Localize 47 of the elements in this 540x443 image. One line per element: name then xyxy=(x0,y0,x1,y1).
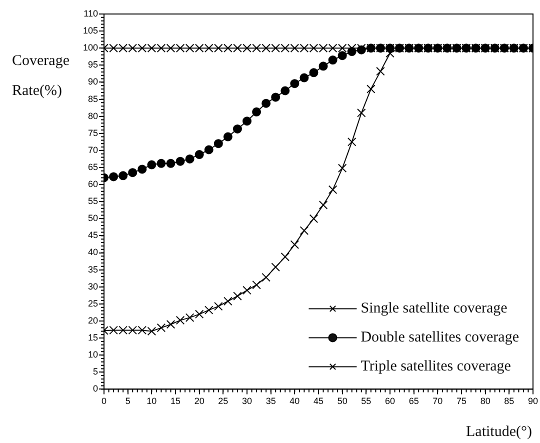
y-axis-title: Coverage Rate(%) xyxy=(12,52,70,101)
y-tick-label: 40 xyxy=(88,247,98,258)
x-tick-label: 10 xyxy=(146,396,157,406)
x-tick-label: 70 xyxy=(432,396,443,406)
y-tick-label: 100 xyxy=(82,42,98,53)
x-tick-label: 5 xyxy=(125,396,130,406)
y-tick-label: 60 xyxy=(88,179,98,190)
y-tick-label: 35 xyxy=(88,264,98,274)
legend-label: Triple satellites coverage xyxy=(360,358,512,375)
legend-label: Single satellite coverage xyxy=(360,300,508,317)
x-tick-label: 25 xyxy=(218,396,228,406)
y-tick-label: 85 xyxy=(88,94,98,104)
x-tick-label: 35 xyxy=(266,396,276,406)
x-tick-label: 40 xyxy=(290,396,300,406)
y-tick-label: 70 xyxy=(88,144,98,155)
y-tick-label: 110 xyxy=(84,8,98,18)
y-tick-label: 20 xyxy=(88,315,98,326)
x-tick-label: 65 xyxy=(408,396,419,406)
y-tick-label: 90 xyxy=(88,76,98,87)
x-tick-label: 75 xyxy=(456,396,467,406)
y-tick-label: 45 xyxy=(88,230,98,240)
x-tick-label: 50 xyxy=(337,396,348,406)
x-tick-label: 15 xyxy=(170,396,181,406)
x-tick-label: 20 xyxy=(194,396,204,406)
y-tick-label: 0 xyxy=(93,384,98,394)
x-tick-label: 80 xyxy=(480,396,490,406)
y-tick-label: 25 xyxy=(88,298,98,308)
y-tick-label: 105 xyxy=(82,26,98,36)
x-tick-label: 60 xyxy=(384,396,396,406)
x-tick-label: 0 xyxy=(102,396,107,406)
y-tick-label: 80 xyxy=(88,110,98,121)
x-tick-label: 45 xyxy=(314,396,324,406)
y-tick-label: 75 xyxy=(88,128,98,138)
legend-label: Double satellites coverage xyxy=(360,330,520,346)
y-tick-label: 50 xyxy=(88,213,98,224)
y-tick-label: 15 xyxy=(88,332,98,343)
y-tick-label: 10 xyxy=(88,350,98,360)
x-axis-title: Latitude(°) xyxy=(466,424,532,441)
y-tick-label: 95 xyxy=(88,60,98,70)
x-tick-label: 90 xyxy=(528,396,538,406)
y-tick-label: 30 xyxy=(88,281,98,292)
x-tick-label: 85 xyxy=(504,396,514,406)
x-tick-label: 55 xyxy=(361,396,372,406)
y-tick-label: 5 xyxy=(93,366,98,377)
y-tick-label: 65 xyxy=(88,162,98,172)
x-tick-label: 30 xyxy=(242,396,252,406)
y-tick-label: 55 xyxy=(88,196,98,206)
